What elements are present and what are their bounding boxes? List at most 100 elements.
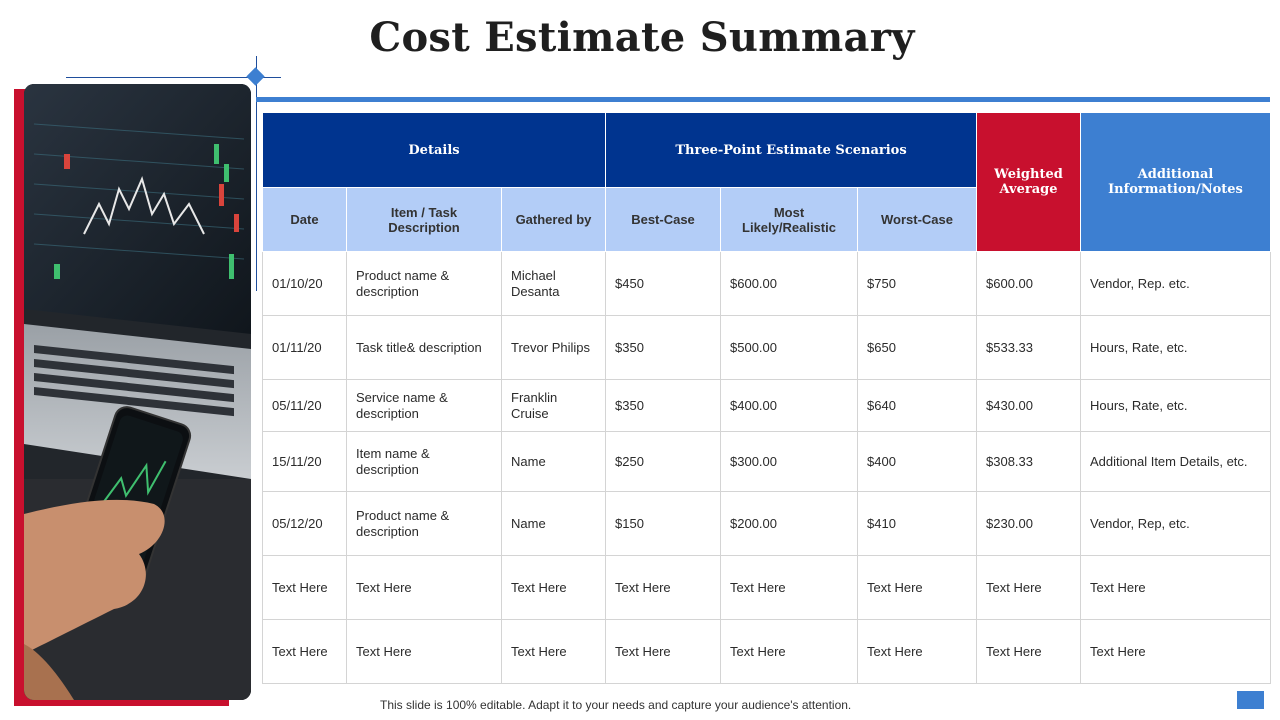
cell-notes: Text Here (1080, 555, 1271, 620)
cell-gathered: Michael Desanta (501, 251, 606, 316)
col-date: Date (262, 187, 347, 252)
cell-date: Text Here (262, 555, 347, 620)
cell-worst: Text Here (857, 555, 977, 620)
cell-gathered: Franklin Cruise (501, 379, 606, 432)
cell-gathered-text: Franklin Cruise (511, 389, 558, 421)
cell-best: $250 (605, 431, 721, 492)
table-row: 15/11/20 Item name & description Name $2… (262, 431, 1271, 492)
cell-weighted: $600.00 (976, 251, 1081, 316)
cell-item: Task title& description (346, 315, 502, 380)
cell-notes: Hours, Rate, etc. (1080, 315, 1271, 380)
cell-notes: Additional Item Details, etc. (1080, 431, 1271, 492)
col-date-label: Date (290, 212, 319, 227)
cell-best: Text Here (605, 555, 721, 620)
header-details-label: Details (408, 142, 460, 158)
footer-note: This slide is 100% editable. Adapt it to… (380, 698, 852, 712)
cell-best: $150 (605, 491, 721, 556)
cell-item: Service name & description (346, 379, 502, 432)
cell-item-text: Item name & description (356, 445, 430, 477)
cell-gathered: Trevor Philips (501, 315, 606, 380)
cell-likely: $300.00 (720, 431, 858, 492)
col-likely: Most Likely/Realistic (720, 187, 858, 252)
cell-date: 05/11/20 (262, 379, 347, 432)
col-likely-label: Most Likely/Realistic (742, 204, 836, 235)
decorative-line-vertical (256, 56, 257, 291)
cell-best: $350 (605, 379, 721, 432)
table-group-header-row: Details Three-Point Estimate Scenarios W… (262, 112, 1271, 252)
cell-weighted: $430.00 (976, 379, 1081, 432)
cell-item: Text Here (346, 555, 502, 620)
cell-date: 01/11/20 (262, 315, 347, 380)
table-row: Text Here Text Here Text Here Text Here … (262, 555, 1271, 620)
col-gathered: Gathered by (501, 187, 606, 252)
col-gathered-label: Gathered by (515, 212, 592, 227)
cell-weighted: $230.00 (976, 491, 1081, 556)
col-item: Item / Task Description (346, 187, 502, 252)
cell-likely: $200.00 (720, 491, 858, 556)
cell-gathered: Text Here (501, 619, 606, 684)
col-worst-label: Worst-Case (880, 212, 953, 227)
col-worst: Worst-Case (857, 187, 977, 252)
cell-item: Product name & description (346, 491, 502, 556)
trading-photo-illustration (24, 84, 251, 700)
table-top-rule (256, 97, 1270, 102)
cell-gathered: Name (501, 431, 606, 492)
cell-gathered: Text Here (501, 555, 606, 620)
cell-item: Text Here (346, 619, 502, 684)
cell-likely: $600.00 (720, 251, 858, 316)
cell-worst: $410 (857, 491, 977, 556)
table-row: 01/10/20 Product name & description Mich… (262, 251, 1271, 316)
header-weighted-average: Weighted Average (976, 112, 1081, 252)
table-row: Text Here Text Here Text Here Text Here … (262, 619, 1271, 684)
cell-gathered-text: Name (511, 515, 546, 531)
col-item-label: Item / Task Description (388, 204, 460, 235)
cell-date: 01/10/20 (262, 251, 347, 316)
cell-worst: $650 (857, 315, 977, 380)
cell-gathered-text: Trevor Philips (511, 339, 590, 355)
laptop-phone-photo (24, 84, 251, 700)
cell-weighted: $533.33 (976, 315, 1081, 380)
header-additional-notes: Additional Information/Notes (1080, 112, 1271, 252)
cell-worst: Text Here (857, 619, 977, 684)
cell-weighted: $308.33 (976, 431, 1081, 492)
header-weighted-label: Weighted Average (994, 167, 1063, 197)
table-row: 01/11/20 Task title& description Trevor … (262, 315, 1271, 380)
table-row: 05/12/20 Product name & description Name… (262, 491, 1271, 556)
cell-best: $450 (605, 251, 721, 316)
cell-date: 05/12/20 (262, 491, 347, 556)
header-scenarios: Three-Point Estimate Scenarios (605, 112, 977, 188)
corner-accent-block (1237, 691, 1264, 709)
table-row: 05/11/20 Service name & description Fran… (262, 379, 1271, 432)
cell-item-text: Task title& description (356, 339, 482, 355)
page-title-text: Cost Estimate Summary (369, 14, 915, 61)
cell-notes: Text Here (1080, 619, 1271, 684)
cell-item: Product name & description (346, 251, 502, 316)
cost-estimate-table: Details Three-Point Estimate Scenarios W… (262, 112, 1271, 684)
cell-gathered: Name (501, 491, 606, 556)
cell-gathered-text: Name (511, 453, 546, 469)
cell-likely: Text Here (720, 619, 858, 684)
cell-notes: Hours, Rate, etc. (1080, 379, 1271, 432)
col-best: Best-Case (605, 187, 721, 252)
decorative-line-horizontal (66, 77, 281, 78)
header-notes-label: Additional Information/Notes (1108, 167, 1243, 197)
cell-best: Text Here (605, 619, 721, 684)
cell-worst: $640 (857, 379, 977, 432)
cell-item: Item name & description (346, 431, 502, 492)
table-column-header-row: Date Item / Task Description Gathered by… (262, 187, 1271, 252)
cell-notes: Vendor, Rep. etc. (1080, 251, 1271, 316)
header-scenarios-label: Three-Point Estimate Scenarios (675, 142, 907, 158)
page-title: Cost Estimate Summary (0, 14, 1280, 61)
cell-item-text: Product name & description (356, 507, 450, 539)
cell-item-text: Product name & description (356, 267, 450, 299)
diamond-icon (246, 67, 265, 86)
cell-weighted: Text Here (976, 619, 1081, 684)
cell-likely: Text Here (720, 555, 858, 620)
cell-worst: $400 (857, 431, 977, 492)
cell-likely: $500.00 (720, 315, 858, 380)
col-best-label: Best-Case (631, 212, 695, 227)
cell-date: 15/11/20 (262, 431, 347, 492)
cell-likely: $400.00 (720, 379, 858, 432)
cell-notes: Vendor, Rep, etc. (1080, 491, 1271, 556)
cell-weighted: Text Here (976, 555, 1081, 620)
